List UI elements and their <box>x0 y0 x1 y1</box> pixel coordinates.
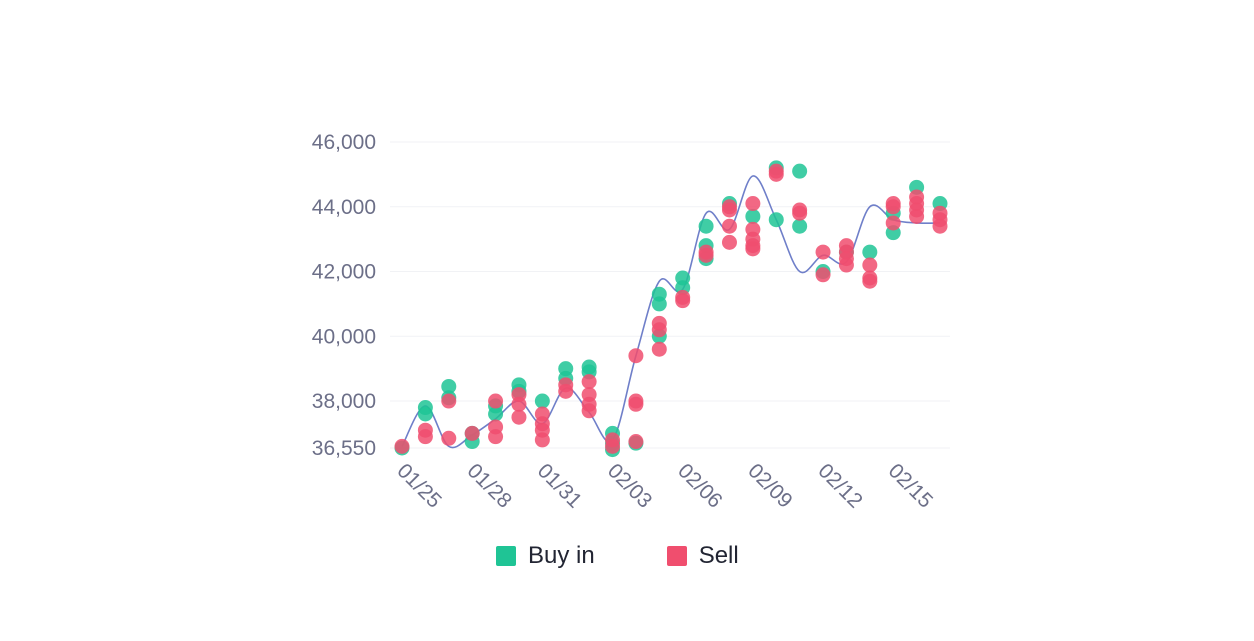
x-tick-label: 02/06 <box>673 459 726 512</box>
legend-item-buy-in[interactable]: Buy in <box>496 542 595 570</box>
legend-item-sell[interactable]: Sell <box>666 542 739 570</box>
x-tick-label: 01/25 <box>392 459 445 512</box>
price-line <box>401 175 941 449</box>
buy-in-point[interactable] <box>441 378 457 394</box>
sell-point[interactable] <box>464 425 480 441</box>
y-tick-label: 36,550 <box>312 437 376 460</box>
sell-point[interactable] <box>651 322 667 338</box>
sell-point[interactable] <box>885 215 901 231</box>
buy-in-point[interactable] <box>534 393 550 409</box>
sell-point[interactable] <box>721 218 737 234</box>
sell-point[interactable] <box>441 430 457 446</box>
buy-in-point[interactable] <box>792 163 808 179</box>
x-tick-label: 01/31 <box>533 459 586 512</box>
sell-point[interactable] <box>605 438 621 454</box>
y-axis: 36,550 38,000 40,000 42,000 44,000 46,000 <box>312 131 376 460</box>
sell-point[interactable] <box>488 429 504 445</box>
sell-point[interactable] <box>441 393 457 409</box>
buy-in-point[interactable] <box>792 218 808 234</box>
sell-point[interactable] <box>745 241 761 257</box>
sell-point[interactable] <box>651 341 667 357</box>
sell-point[interactable] <box>862 273 878 289</box>
x-tick-label: 02/09 <box>743 459 796 512</box>
scatter-chart: 36,550 38,000 40,000 42,000 44,000 46,000 01/… <box>312 131 950 513</box>
x-tick-label: 02/12 <box>814 459 867 512</box>
sell-point[interactable] <box>721 234 737 250</box>
buy-in-point[interactable] <box>768 212 784 228</box>
data-points <box>394 160 948 458</box>
sell-point[interactable] <box>885 199 901 215</box>
sell-point[interactable] <box>488 393 504 409</box>
sell-point[interactable] <box>675 293 691 309</box>
sell-point[interactable] <box>417 429 433 445</box>
grid-lines <box>390 141 950 449</box>
sell-point[interactable] <box>581 374 597 390</box>
buy-in-point[interactable] <box>862 244 878 260</box>
sell-point[interactable] <box>721 202 737 218</box>
chart-container: 36,550 38,000 40,000 42,000 44,000 46,000 01/… <box>250 30 1010 620</box>
x-tick-label: 01/28 <box>463 459 516 512</box>
x-tick-label: 02/15 <box>884 459 937 512</box>
sell-point[interactable] <box>628 434 644 450</box>
legend-label-buy-in: Buy in <box>528 542 595 569</box>
sell-point[interactable] <box>909 208 925 224</box>
sell-swatch-icon <box>666 546 687 566</box>
buy-in-point[interactable] <box>698 218 714 234</box>
sell-point[interactable] <box>745 196 761 212</box>
sell-point[interactable] <box>768 166 784 182</box>
buy-in-point[interactable] <box>417 406 433 422</box>
sell-point[interactable] <box>792 205 808 221</box>
legend-label-sell: Sell <box>698 542 739 569</box>
buy-in-swatch-icon <box>496 546 516 566</box>
sell-point[interactable] <box>815 244 831 260</box>
y-tick-label: 46,000 <box>312 131 376 154</box>
sell-point[interactable] <box>511 396 527 412</box>
y-tick-label: 38,000 <box>312 390 376 413</box>
sell-point[interactable] <box>534 432 550 448</box>
y-tick-label: 42,000 <box>312 261 376 284</box>
y-tick-label: 44,000 <box>312 196 376 219</box>
y-tick-label: 40,000 <box>312 325 376 348</box>
x-tick-label: 02/03 <box>603 459 656 512</box>
sell-point[interactable] <box>511 409 527 425</box>
buy-in-point[interactable] <box>651 296 667 312</box>
sell-point[interactable] <box>581 403 597 419</box>
sell-point[interactable] <box>932 218 948 234</box>
sell-point[interactable] <box>838 257 854 273</box>
sell-point[interactable] <box>394 438 410 454</box>
sell-point[interactable] <box>628 396 644 412</box>
sell-point[interactable] <box>558 383 574 399</box>
sell-point[interactable] <box>628 348 644 364</box>
x-axis: 01/25 01/28 01/31 02/03 02/06 02/09 02/12 02/15 <box>392 459 937 512</box>
buy-in-point[interactable] <box>745 208 761 224</box>
sell-point[interactable] <box>698 247 714 263</box>
sell-point[interactable] <box>815 267 831 283</box>
sell-point[interactable] <box>862 257 878 273</box>
chart-legend: Buy in Sell <box>496 542 739 570</box>
